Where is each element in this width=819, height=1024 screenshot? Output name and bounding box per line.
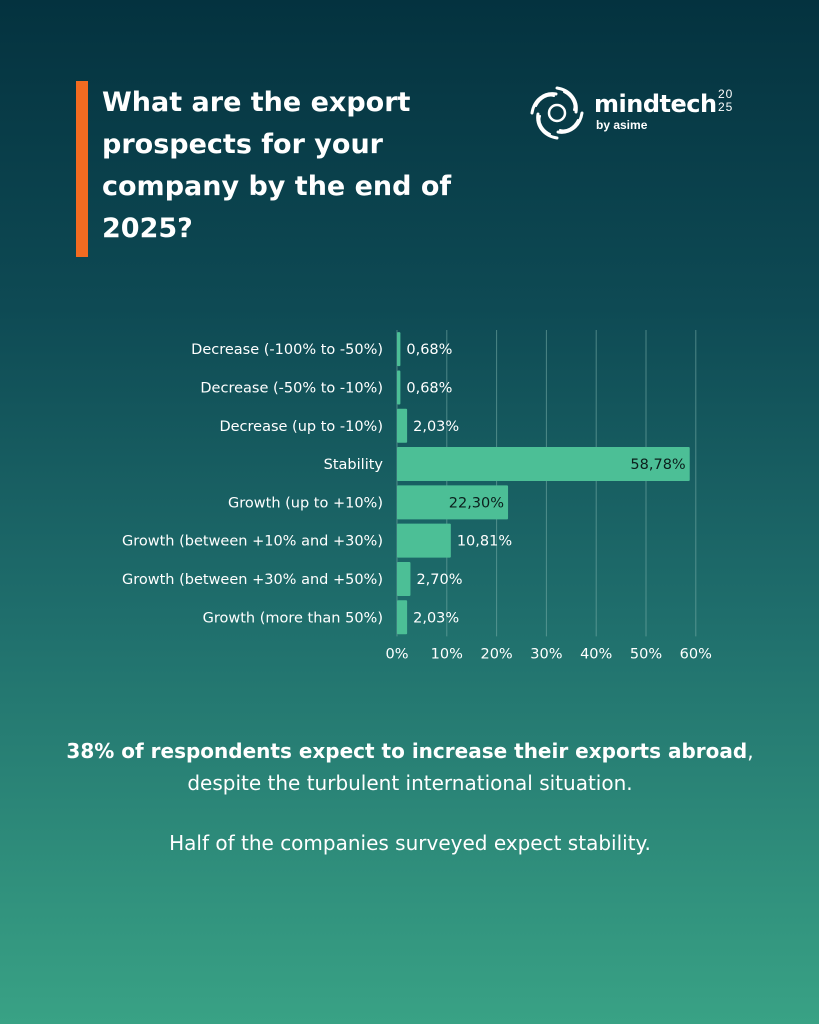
bar (397, 447, 690, 482)
data-label: 0,68% (406, 380, 452, 396)
note-text: Half of the companies surveyed expect st… (169, 831, 651, 855)
tick-label: 40% (580, 646, 612, 662)
data-label: 2,03% (413, 419, 459, 435)
summary-bold: 38% of respondents expect to increase th… (66, 739, 748, 763)
tick-label: 30% (530, 646, 562, 662)
data-label: 2,70% (416, 572, 462, 588)
category-label: Growth (more than 50%) (203, 610, 383, 626)
bar (397, 600, 408, 635)
bar (397, 485, 509, 520)
bar (397, 561, 411, 596)
category-label: Growth (between +30% and +50%) (122, 572, 383, 588)
tick-label: 10% (431, 646, 463, 662)
data-label: 58,78% (630, 457, 685, 473)
tick-label: 20% (480, 646, 512, 662)
category-label: Growth (between +10% and +30%) (122, 534, 383, 550)
bar (397, 332, 401, 367)
tick-label: 0% (385, 646, 408, 662)
category-label: Decrease (up to -10%) (219, 419, 383, 435)
data-label: 10,81% (457, 534, 512, 550)
category-label: Decrease (-50% to -10%) (200, 380, 383, 396)
logo-subtitle: by asime (596, 118, 648, 132)
page-title: What are the export prospects for your c… (102, 87, 452, 244)
title-accent-bar (76, 81, 88, 257)
bar (397, 408, 408, 443)
category-label: Stability (324, 457, 384, 473)
category-label: Decrease (-100% to -50%) (191, 342, 383, 358)
logo-year: 2025 (718, 87, 734, 114)
data-label: 22,30% (449, 495, 504, 511)
logo-mark-icon (530, 86, 584, 140)
bar (397, 370, 401, 405)
tick-label: 60% (680, 646, 712, 662)
data-label: 2,03% (413, 610, 459, 626)
summary-rest: , despite the turbulent international si… (187, 739, 754, 795)
brand-logo: mindtech 2025 by asime (526, 82, 746, 144)
summary-text: 38% of respondents expect to increase th… (60, 735, 760, 799)
data-label: 0,68% (406, 342, 452, 358)
bar (397, 523, 451, 558)
bar-chart: Decrease (-100% to -50%) 0,68% Decrease (-… (122, 330, 712, 662)
category-label: Growth (up to +10%) (228, 495, 383, 511)
tick-label: 50% (630, 646, 662, 662)
logo-name: mindtech (594, 90, 717, 118)
